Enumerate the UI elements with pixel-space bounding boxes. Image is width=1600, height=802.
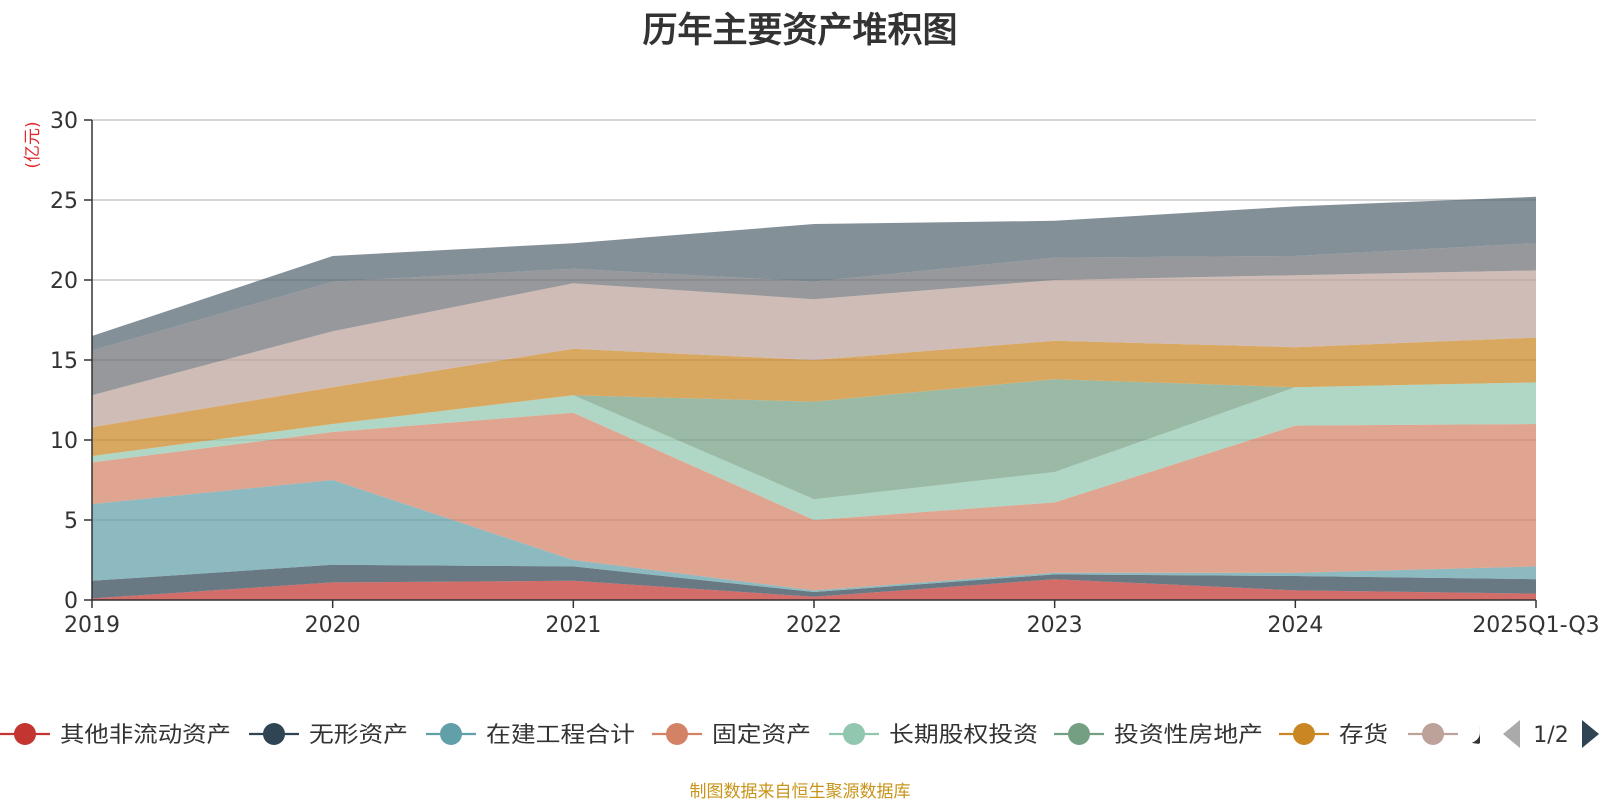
area-series-2[interactable] — [92, 480, 1536, 592]
y-tick-label: 10 — [50, 429, 78, 454]
legend-item[interactable]: 应 — [1408, 723, 1567, 748]
legend-page-indicator: 1/2 — [1533, 723, 1568, 748]
legend-marker-icon — [263, 723, 285, 745]
source-note: 制图数据来自恒生聚源数据库 — [689, 782, 911, 802]
y-tick-label: 25 — [50, 189, 78, 214]
area-series-4[interactable] — [92, 382, 1536, 520]
legend-item[interactable]: 在建工程合计 — [426, 723, 635, 748]
x-tick-label: 2023 — [1027, 613, 1083, 638]
legend-marker-icon — [666, 723, 688, 745]
legend-marker-icon — [1293, 723, 1315, 745]
x-tick-label: 2025Q1-Q3 — [1472, 613, 1599, 638]
legend-marker-icon — [1422, 723, 1444, 745]
x-tick-label: 2020 — [305, 613, 361, 638]
area-series-0[interactable] — [92, 579, 1536, 600]
area-series-9[interactable] — [92, 196, 1536, 351]
legend-label: 固定资产 — [712, 723, 811, 748]
area-series-3[interactable] — [92, 412, 1536, 591]
x-tick-label: 2019 — [64, 613, 120, 638]
legend-marker-icon — [14, 723, 36, 745]
y-tick-label: 15 — [50, 349, 78, 374]
area-series-6[interactable] — [92, 337, 1536, 456]
legend-label: 在建工程合计 — [486, 723, 635, 748]
legend: 其他非流动资产 无形资产 在建工程合计 固定资产 长期股权投资 投资性房地产 存货 应 — [0, 723, 1567, 748]
y-ticks: 0 5 10 15 20 25 30 — [50, 109, 92, 614]
y-tick-label: 0 — [64, 589, 78, 614]
legend-label: 无形资产 — [309, 723, 408, 748]
area-series-1[interactable] — [92, 564, 1536, 599]
area-series-7[interactable] — [92, 270, 1536, 428]
legend-item[interactable]: 其他非流动资产 — [0, 723, 231, 748]
area-series-5[interactable] — [92, 379, 1536, 500]
x-tick-label: 2021 — [545, 613, 601, 638]
legend-item[interactable]: 存货 — [1279, 723, 1388, 748]
legend-label: 其他非流动资产 — [60, 723, 231, 748]
y-tick-label: 30 — [50, 109, 78, 134]
legend-label: 长期股权投资 — [889, 723, 1038, 748]
stacked-areas — [92, 196, 1536, 600]
x-tick-label: 2022 — [786, 613, 842, 638]
legend-label: 投资性房地产 — [1114, 723, 1263, 748]
y-tick-label: 5 — [64, 509, 78, 534]
legend-label: 应 — [1468, 723, 1567, 748]
legend-item[interactable]: 长期股权投资 — [829, 723, 1038, 748]
x-ticks: 2019 2020 2021 2022 2023 2024 2025Q1-Q3 — [64, 600, 1600, 638]
y-axis-label: (亿元) — [23, 121, 43, 168]
legend-item[interactable]: 无形资产 — [249, 723, 408, 748]
legend-pagination: 1/2 — [1503, 720, 1599, 748]
legend-prev-icon[interactable] — [1503, 720, 1520, 748]
chart-title: 历年主要资产堆积图 — [642, 11, 958, 51]
legend-marker-icon — [440, 723, 462, 745]
legend-item[interactable]: 固定资产 — [652, 723, 811, 748]
legend-marker-icon — [1068, 723, 1090, 745]
area-series-8[interactable] — [92, 243, 1536, 396]
legend-next-icon[interactable] — [1582, 720, 1599, 748]
x-tick-label: 2024 — [1267, 613, 1323, 638]
y-tick-label: 20 — [50, 269, 78, 294]
legend-marker-icon — [843, 723, 865, 745]
legend-label: 存货 — [1339, 723, 1388, 748]
legend-item[interactable]: 投资性房地产 — [1054, 723, 1263, 748]
